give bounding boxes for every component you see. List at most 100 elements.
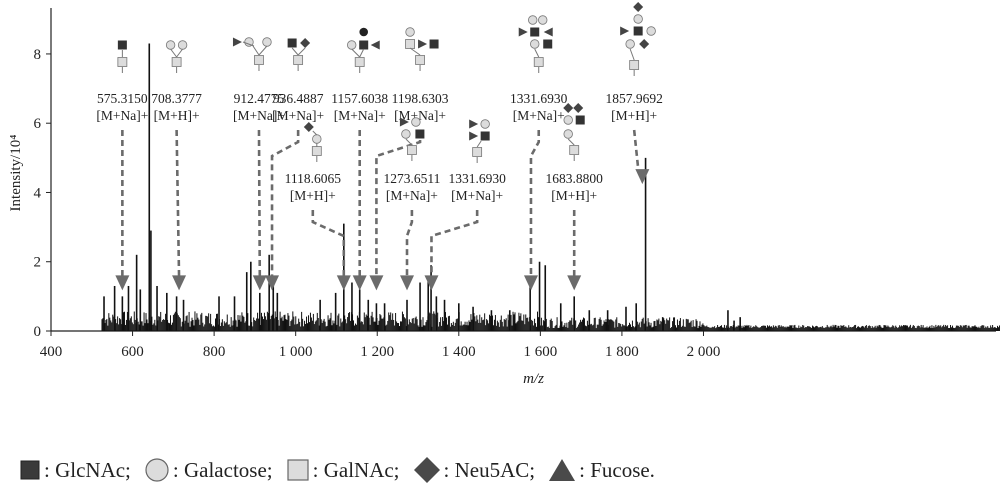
glcnac-glyph: [287, 38, 297, 48]
neu5ac-glyph: [300, 38, 311, 48]
galactose-glyph: [401, 129, 411, 139]
annotation-group: 912.4775 [M+Na]+: [232, 37, 285, 291]
y-tick-label: 8: [34, 47, 42, 63]
annotation-group: 1118.6065 [M+H]+: [285, 122, 351, 291]
y-tick-label: 6: [34, 116, 42, 132]
fucose-glyph: [399, 117, 409, 127]
galactose-glyph: [411, 117, 421, 127]
glcnac-glyph: [480, 131, 490, 141]
galnac-glyph: [415, 55, 425, 65]
annotation-ion-label: [M+Na]+: [451, 188, 503, 203]
glycan-structure-icon: [399, 117, 425, 161]
galactose-glyph: [262, 37, 272, 47]
legend-label-galnac: : GalNAc;: [312, 457, 400, 482]
galactose-glyph: [646, 26, 656, 36]
x-tick-label: 1 600: [523, 344, 557, 360]
galnac-glyph: [405, 39, 415, 49]
fucose-glyph: [543, 27, 553, 37]
annotation-arrow: [529, 130, 541, 277]
annotation-ion-label: [M+Na]+: [272, 108, 324, 123]
glycan-structure-icon: [469, 119, 490, 163]
galactose-glyph: [312, 134, 322, 144]
glycan-structure-icon: [117, 40, 128, 73]
x-tick-label: 600: [121, 344, 144, 360]
glcnac-glyph: [117, 40, 127, 50]
glycan-symbol-legend: : GlcNAc; : Galactose; : GalNAc; : Neu5A…: [18, 455, 667, 485]
fucose-glyph: [418, 39, 428, 49]
annotation-mz-label: 1273.6511: [383, 171, 440, 186]
annotation-mz-label: 912.4775: [234, 91, 285, 106]
annotation-ion-label: [M+H]+: [551, 188, 597, 203]
glycan-structure-icon: [287, 38, 311, 71]
galactose-glyph: [633, 14, 643, 24]
galactose-glyph: [480, 119, 490, 129]
fucose-glyph: [232, 37, 242, 47]
x-tick-label: 2 000: [687, 344, 721, 360]
arrowhead-icon: [352, 275, 367, 291]
annotation-mz-label: 1198.6303: [392, 91, 449, 106]
annotation-group: 1331.6930 [M+Na]+: [510, 15, 568, 291]
galactose-glyph: [538, 15, 548, 25]
annotation-mz-label: 575.3150: [97, 91, 148, 106]
arrowhead-icon: [400, 275, 415, 291]
legend-item-neu5ac: : Neu5AC;: [412, 455, 536, 485]
legend-label-neu5ac: : Neu5AC;: [443, 457, 536, 482]
glycan-link: [312, 130, 318, 136]
galnac-glyph: [171, 57, 182, 67]
annotation-arrow: [311, 210, 346, 277]
arrowhead-icon: [115, 275, 130, 291]
annotation-ion-label: [M+H]+: [290, 188, 336, 203]
annotation-mz-label: 1118.6065: [285, 171, 342, 186]
glcnac-glyph: [530, 27, 540, 37]
arrowhead-icon: [265, 275, 280, 291]
annotation-arrow: [405, 210, 414, 277]
glycan-structure-icon: [620, 2, 656, 76]
circle-icon: [145, 458, 169, 482]
annotation-arrow: [175, 129, 181, 277]
glycan-structure-icon: [518, 15, 553, 73]
arrowhead-icon: [567, 275, 582, 291]
legend-item-glcnac: : GlcNAc;: [18, 458, 131, 483]
annotation-mz-label: 1683.8800: [546, 171, 604, 186]
annotation-ion-label: [M+H]+: [611, 108, 657, 123]
glycan-link: [359, 48, 365, 58]
galactose-glyph: [405, 27, 415, 37]
glcnac-glyph: [633, 26, 643, 36]
galactose-glyph: [563, 129, 573, 139]
annotation-group: 708.3777 [M+H]+: [151, 40, 202, 291]
neu5ac-glyph: [563, 103, 574, 113]
fucose-glyph: [469, 131, 479, 141]
glcnac-glyph: [359, 40, 369, 50]
legend-label-fucose: : Fucose.: [579, 457, 655, 482]
glycan-link: [252, 45, 260, 56]
glycan-link: [242, 41, 255, 47]
annotation-ion-label: [M+Na]+: [386, 188, 438, 203]
legend-item-galactose: : Galactose;: [143, 456, 273, 484]
glcnac-glyph: [415, 129, 425, 139]
fucose-glyph: [469, 119, 479, 129]
arrowhead-icon: [369, 275, 384, 291]
annotation-ion-label: [M+Na]+: [513, 108, 565, 123]
arrowhead-icon: [424, 275, 439, 291]
glycan-structure-icon: [347, 27, 380, 73]
galnac-glyph: [354, 57, 365, 67]
glycan-link: [476, 140, 482, 148]
annotation-mz-label: 1331.6930: [448, 171, 506, 186]
x-tick-label: 400: [40, 344, 63, 360]
light-square-icon: [287, 459, 309, 481]
galactose-glyph: [530, 39, 540, 49]
glcnac-glyph: [575, 115, 585, 125]
dark-square-icon: [20, 460, 40, 480]
glycan-link: [170, 48, 178, 58]
galnac-glyph: [533, 57, 544, 67]
galnac-glyph: [472, 147, 483, 157]
y-axis-label: Intensity/10⁴: [8, 135, 24, 212]
arrowhead-icon: [336, 275, 351, 291]
y-tick-label: 4: [34, 185, 42, 201]
glycan-link: [176, 48, 184, 58]
annotation-mz-label: 708.3777: [151, 91, 202, 106]
annotation-group: 1857.9692 [M+H]+: [605, 2, 663, 185]
glycan-structure-icon: [563, 103, 585, 161]
glycan-structure-icon: [405, 27, 439, 71]
x-tick-label: 1 200: [360, 344, 394, 360]
